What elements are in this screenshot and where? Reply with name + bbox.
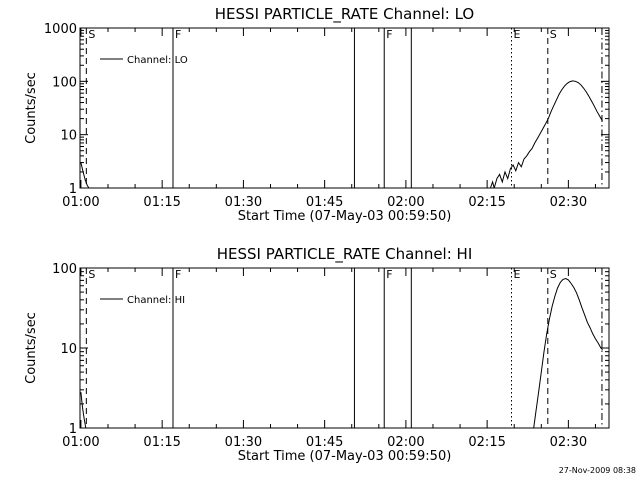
x-tick-label: 01:15 [143,435,180,450]
series-line [533,277,603,428]
event-marker-label: F [386,28,392,41]
x-tick-label: 01:45 [306,195,343,210]
legend-label: Channel: LO [127,55,188,66]
x-tick-label: 01:15 [143,195,180,210]
plot-frame [79,267,610,429]
event-marker-label: F [175,28,181,41]
x-tick-label: 02:30 [550,435,587,450]
event-marker-label: S [88,28,95,41]
series-line [489,80,603,188]
event-marker-label: S [88,268,95,281]
chart-title: HESSI PARTICLE_RATE Channel: LO [215,5,474,24]
y-tick-label: 100 [52,75,77,90]
event-marker-label: S [550,28,557,41]
y-tick-label: 10 [60,129,77,144]
event-marker-label: S [550,268,557,281]
footer-timestamp: 27-Nov-2009 08:38 [559,466,636,475]
y-tick-label: 1 [69,422,77,437]
plot-panel-1: HESSI PARTICLE_RATE Channel: LO 01:00 01:1… [24,5,610,224]
y-axis-label: Counts/sec [24,72,39,144]
chart-title: HESSI PARTICLE_RATE Channel: HI [217,245,473,264]
x-tick-label: 02:15 [468,195,505,210]
x-tick-label: 02:00 [387,435,424,450]
y-axis-label: Counts/sec [24,312,39,384]
y-tick-label: 1000 [44,22,77,37]
x-tick-label: 02:15 [468,435,505,450]
x-axis-label: Start Time (07-May-03 00:59:50) [238,209,452,224]
x-tick-label: 02:30 [550,195,587,210]
event-marker-label: F [386,268,392,281]
x-tick-label: 01:30 [225,195,262,210]
event-marker-label: F [175,268,181,281]
y-tick-label: 10 [60,342,77,357]
series-line [80,392,87,428]
x-tick-label: 01:00 [62,195,99,210]
event-marker-label: E [514,268,521,281]
y-tick-label: 100 [52,262,77,277]
x-tick-label: 01:00 [62,435,99,450]
series-line [80,162,90,188]
y-tick-label: 1 [69,182,77,197]
event-marker-label: E [514,28,521,41]
legend-label: Channel: HI [127,295,185,306]
x-tick-label: 01:30 [225,435,262,450]
x-tick-label: 01:45 [306,435,343,450]
plot-panel-2: HESSI PARTICLE_RATE Channel: HI 01:00 01:1… [24,245,610,464]
x-tick-label: 02:00 [387,195,424,210]
x-axis-label: Start Time (07-May-03 00:59:50) [238,449,452,464]
plot-frame [79,27,610,189]
